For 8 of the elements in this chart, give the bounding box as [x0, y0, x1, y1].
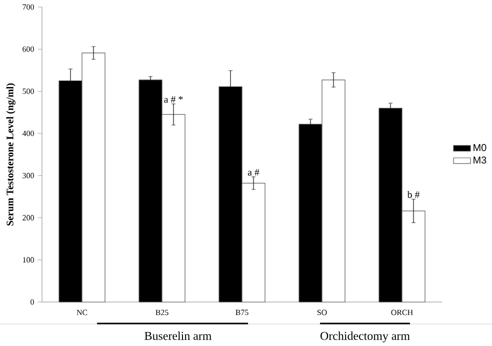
y-axis-title: Serum Testosterone Level (ng/ml) [6, 83, 16, 226]
annotation: a # * [164, 96, 183, 103]
legend-label: M3 [474, 156, 486, 164]
text: Orchidectomy arm [320, 332, 410, 342]
legend-label: M0 [474, 144, 486, 152]
annotation: a # [248, 169, 260, 176]
annotation: b # [407, 190, 420, 198]
text: Buserelin arm [144, 332, 212, 340]
